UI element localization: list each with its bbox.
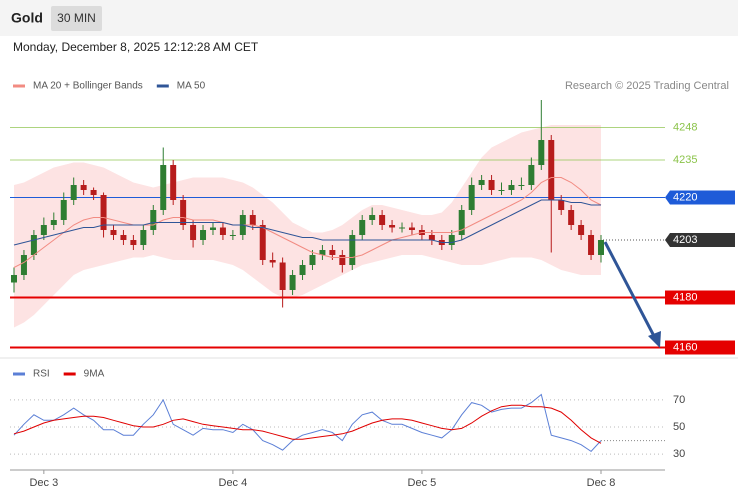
level-label: 4180 [673,291,697,303]
legend-label: RSI [33,369,50,380]
candle-body [11,275,17,283]
candle-body [180,200,187,225]
legend-label: 9MA [84,369,105,380]
rsi-line [13,404,602,444]
candle-body [408,227,415,230]
candle-body [269,260,276,263]
candle-body [309,255,316,265]
candle-body [60,200,67,220]
candle-body [548,140,555,200]
level-tag [665,233,735,247]
header-bar [0,0,738,36]
ma50-line [13,199,601,246]
level-label: 4160 [673,341,697,353]
candle-body [219,227,226,235]
y-tick-label: 30 [673,448,685,460]
candle-body [100,195,107,230]
x-tick-label: Dec 5 [408,477,437,489]
instrument-title: Gold [11,10,43,26]
candle-body [329,250,336,255]
level-label: 4220 [673,191,697,203]
level-label: 4235 [673,154,697,166]
candle-body [399,227,406,229]
candle-body [528,165,535,185]
candle-body [508,185,515,190]
candle-body [478,180,485,185]
candle-body [458,210,465,235]
candle-body [299,265,306,275]
candle-body [379,215,386,225]
candle-body [110,230,117,235]
candle-body [170,165,177,200]
legend-label: MA 50 [177,81,206,92]
candle-body [259,225,266,260]
level-label: 4203 [673,234,697,246]
candle-body [518,185,525,186]
candle-body [20,255,27,275]
candle-body [190,225,197,240]
candle-body [568,210,575,225]
candle-body [30,235,37,255]
candle-body [289,275,296,290]
candle-body [349,235,356,265]
candle-body [229,235,236,236]
candle-body [249,215,256,225]
candle-body [448,235,455,245]
timestamp: Monday, December 8, 2025 12:12:28 AM CET [13,40,259,54]
candle-body [468,185,475,210]
forecast-arrow [603,241,661,348]
candle-body [140,230,147,245]
candle-body [389,225,396,228]
candle-body [359,220,366,235]
candle-body [498,190,505,191]
candle-body [578,225,585,235]
rsi-panel: 30 50 70 RSI 9MA [10,369,685,460]
candle-body [538,140,545,165]
y-tick-label: 70 [673,394,685,406]
candle-body [130,240,137,245]
candle-body [598,240,604,255]
candle-body [150,210,157,230]
candle-body [50,220,57,225]
candle-body [209,227,216,230]
level-tag [665,290,735,305]
level-tag [665,340,735,355]
rsi-line [13,393,602,453]
candle-body [200,230,207,240]
candle-body [40,225,47,235]
candle-body [279,262,286,290]
candle-body [90,190,97,195]
timeframe[interactable]: 30 MIN [57,11,96,25]
candle-body [488,180,495,190]
y-tick-label: 50 [673,421,685,433]
credit: Research © 2025 Trading Central [565,80,729,92]
candle-body [319,250,326,255]
level-tag [665,190,735,205]
ma20-line [13,177,602,268]
candle-body [558,200,565,210]
candle-body [339,255,346,265]
candle-body [588,235,595,255]
x-tick-label: Dec 3 [29,477,58,489]
candle-body [369,215,376,220]
candle-body [70,185,77,200]
level-label: 4248 [673,121,697,133]
price-panel: 4248 4235 4220 4203 4180 4160 MA 20 + Bollinge… [10,81,735,489]
candle-body [160,165,167,210]
candle-body [428,235,435,240]
candle-body [120,235,127,240]
x-tick-label: Dec 8 [587,477,616,489]
x-tick-label: Dec 4 [219,477,248,489]
timeframe-badge[interactable] [51,6,102,31]
candle-body [80,185,87,190]
legend-label: MA 20 + Bollinger Bands [33,81,143,92]
